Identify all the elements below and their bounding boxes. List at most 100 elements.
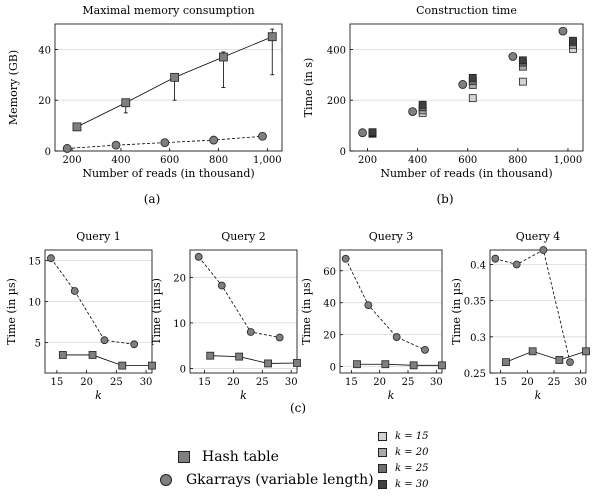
construction-k30-point-1 bbox=[418, 100, 427, 109]
chart-query-2: Query 2 0 10 20 15 20 25 30 k Time (in µs) bbox=[150, 230, 301, 402]
construction-k30-point-3 bbox=[518, 56, 527, 65]
legend-k25-label: k = 25 bbox=[395, 463, 429, 474]
legend-hash-table-marker bbox=[178, 451, 190, 463]
construction-title: Construction time bbox=[416, 4, 517, 17]
caption-b: (b) bbox=[436, 192, 453, 206]
construction-xtick-label-3: 800 bbox=[508, 155, 527, 166]
memory-gkarrays-point-4 bbox=[258, 131, 267, 141]
memory-xtick-label-2: 600 bbox=[160, 155, 179, 166]
q3-axes-frame bbox=[339, 249, 443, 374]
chart-query-1: Query 1 5 10 15 15 20 25 30 k Time (in µs) bbox=[5, 230, 156, 402]
legend-hash-table-label: Hash table bbox=[202, 449, 279, 465]
q1-gkarrays-point-1 bbox=[70, 287, 79, 295]
q3-gkarrays-line bbox=[345, 258, 426, 351]
memory-hash-table-point-3 bbox=[219, 52, 228, 62]
q3-hash-table-line bbox=[357, 363, 442, 366]
memory-hash-table-point-4 bbox=[267, 32, 277, 42]
q3-gkarrays-point-0 bbox=[341, 254, 350, 263]
q4-xtick-label-0: 15 bbox=[494, 377, 507, 388]
q2-xtick-label-3: 30 bbox=[285, 377, 298, 388]
q2-xlabel: k bbox=[240, 389, 247, 402]
q3-ytick-label-3: 60 bbox=[323, 267, 336, 278]
q4-gkarrays-point-1 bbox=[512, 260, 521, 269]
memory-ytick-label-0: 0 bbox=[45, 147, 51, 158]
q2-ytick-label-0: 0 bbox=[180, 364, 186, 375]
q3-ytick-label-0: 0 bbox=[330, 363, 336, 374]
memory-axes-frame bbox=[54, 23, 283, 152]
q2-gkarrays-point-1 bbox=[217, 281, 226, 290]
q1-xtick-label-3: 30 bbox=[140, 377, 153, 388]
q3-hash-table-point-2 bbox=[409, 361, 418, 370]
q1-xlabel: k bbox=[95, 389, 102, 402]
q2-xtick-label-0: 15 bbox=[198, 377, 211, 388]
q4-gkarrays-point-0 bbox=[491, 254, 500, 263]
q1-gkarrays-point-0 bbox=[47, 254, 55, 263]
construction-xtick-label-2: 600 bbox=[458, 155, 477, 166]
legend-gkarrays-marker bbox=[160, 474, 172, 486]
construction-k15-point-3 bbox=[518, 77, 527, 86]
memory-xlabel: Number of reads (in thousand) bbox=[82, 167, 254, 180]
q1-ytick-label-2: 15 bbox=[28, 257, 41, 268]
memory-gkarrays-point-1 bbox=[111, 140, 121, 150]
q1-title: Query 1 bbox=[76, 230, 121, 243]
q4-xtick-label-1: 20 bbox=[521, 377, 534, 388]
q4-gkarrays-line bbox=[495, 249, 571, 363]
q2-ytick-label-1: 10 bbox=[173, 319, 186, 330]
q4-ytick-label-0: 0.25 bbox=[464, 369, 486, 380]
q3-title: Query 3 bbox=[369, 230, 414, 243]
chart-query-3: Query 3 0 20 40 60 15 20 25 30 k Time (in µs) bbox=[300, 230, 446, 402]
memory-gkarrays-point-2 bbox=[160, 138, 170, 148]
q4-axes-frame bbox=[489, 249, 587, 374]
q2-ytick-label-2: 20 bbox=[173, 273, 186, 284]
legend-k30-label: k = 30 bbox=[395, 479, 429, 490]
q2-axes-frame bbox=[189, 249, 298, 374]
q1-gkarrays-point-3 bbox=[130, 340, 139, 349]
q1-gkarrays-line bbox=[50, 257, 135, 345]
q4-hash-table-point-0 bbox=[502, 358, 510, 367]
memory-hash-table-point-1 bbox=[121, 98, 131, 108]
q2-gkarrays-point-3 bbox=[275, 333, 284, 342]
chart-construction: Construction time 0 200 400 200 400 600 800 1,00… bbox=[302, 4, 584, 180]
q4-ytick-label-2: 0.35 bbox=[464, 297, 486, 308]
legend-k25-marker bbox=[378, 464, 387, 473]
q1-xtick-label-2: 25 bbox=[110, 377, 123, 388]
q3-hash-table-point-3 bbox=[438, 361, 446, 370]
chart-query-4: Query 4 0.25 0.3 0.35 0.4 15 20 25 30 k Time (in µ… bbox=[450, 230, 590, 402]
q4-hash-table-point-3 bbox=[582, 347, 590, 356]
construction-xtick-label-0: 200 bbox=[358, 155, 377, 166]
q3-hash-table-point-0 bbox=[353, 360, 361, 369]
q1-hash-table-point-1 bbox=[88, 351, 97, 359]
q3-xtick-label-3: 30 bbox=[430, 377, 443, 388]
q3-gkarrays-point-3 bbox=[421, 345, 429, 354]
memory-xtick-label-4: 1,000 bbox=[253, 155, 282, 166]
memory-xtick-label-1: 400 bbox=[111, 155, 130, 166]
q4-hash-table-point-1 bbox=[528, 347, 537, 356]
memory-ylabel: Memory (GB) bbox=[7, 50, 20, 125]
q3-gkarrays-point-1 bbox=[364, 301, 373, 310]
q3-xlabel: k bbox=[388, 389, 395, 402]
q3-xtick-label-2: 25 bbox=[402, 377, 415, 388]
q4-ytick-label-3: 0.4 bbox=[470, 260, 486, 271]
q2-hash-table-point-3 bbox=[293, 359, 301, 367]
legend-k15-label: k = 15 bbox=[395, 431, 429, 442]
chart-memory: Maximal memory consumption 0 20 40 200 400 600… bbox=[7, 4, 283, 180]
construction-gkarrays-point-4 bbox=[558, 26, 568, 36]
construction-xtick-label-4: 1,000 bbox=[554, 155, 583, 166]
q3-ytick-label-2: 40 bbox=[323, 299, 336, 310]
q4-xlabel: k bbox=[535, 389, 542, 402]
q2-ylabel: Time (in µs) bbox=[150, 278, 163, 345]
q2-hash-table-point-2 bbox=[264, 359, 272, 368]
construction-gkarrays-point-3 bbox=[508, 52, 518, 61]
memory-gkarrays-point-3 bbox=[209, 135, 219, 145]
q1-hash-table-point-3 bbox=[148, 361, 156, 370]
q4-xtick-label-2: 25 bbox=[548, 377, 561, 388]
q3-xtick-label-0: 15 bbox=[345, 377, 358, 388]
q3-hash-table-point-1 bbox=[381, 360, 390, 369]
construction-k30-point-2 bbox=[468, 73, 477, 82]
legend-k30-marker bbox=[378, 480, 387, 489]
construction-gkarrays-point-2 bbox=[458, 80, 468, 89]
caption-a: (a) bbox=[144, 192, 161, 206]
q3-ytick-label-1: 20 bbox=[323, 331, 336, 342]
construction-ytick-label-0: 0 bbox=[340, 147, 346, 158]
q4-gkarrays-point-2 bbox=[539, 246, 548, 254]
